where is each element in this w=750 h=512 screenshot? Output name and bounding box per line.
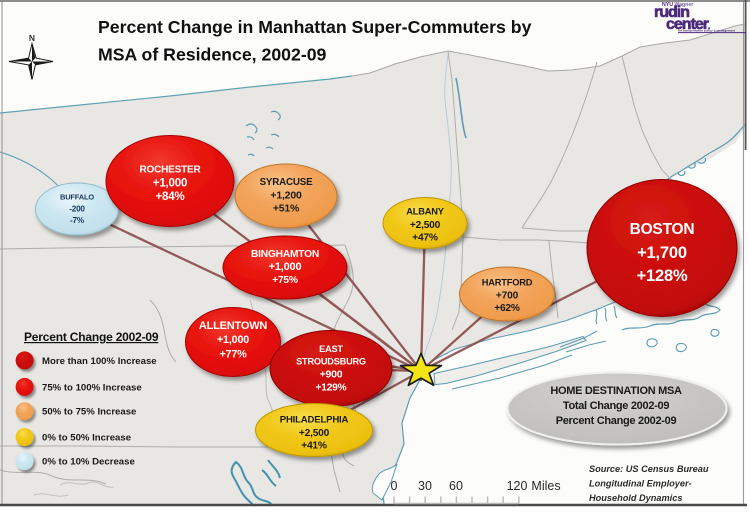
svg-text:ALLENTOWN: ALLENTOWN: [199, 320, 268, 332]
svg-text:50% to 75% Increase: 50% to 75% Increase: [42, 407, 136, 418]
svg-text:+77%: +77%: [219, 349, 247, 361]
svg-text:STROUDSBURG: STROUDSBURG: [296, 357, 366, 367]
svg-text:Percent Change in Manhattan Su: Percent Change in Manhattan Super-Commut…: [98, 17, 532, 37]
svg-text:+1,700: +1,700: [637, 244, 687, 262]
svg-text:0% to 10% Decrease: 0% to 10% Decrease: [42, 457, 135, 468]
svg-text:More than 100% Increase: More than 100% Increase: [42, 356, 157, 367]
svg-text:+62%: +62%: [494, 303, 520, 314]
svg-text:30: 30: [418, 479, 432, 493]
svg-text:N: N: [29, 33, 35, 43]
svg-text:+1,000: +1,000: [217, 334, 249, 346]
svg-text:PHILADELPHIA: PHILADELPHIA: [280, 415, 349, 426]
svg-text:120: 120: [507, 479, 528, 493]
svg-text:+51%: +51%: [273, 203, 300, 215]
svg-text:+1,000: +1,000: [153, 178, 187, 190]
svg-text:HARTFORD: HARTFORD: [482, 278, 533, 288]
svg-text:+2,500: +2,500: [299, 428, 330, 439]
svg-text:HOME DESTINATION MSA: HOME DESTINATION MSA: [550, 385, 682, 397]
svg-text:+900: +900: [320, 369, 343, 381]
svg-text:Source: US Census Bureau: Source: US Census Bureau: [589, 464, 709, 474]
svg-text:MSA of Residence, 2002-09: MSA of Residence, 2002-09: [98, 45, 327, 65]
svg-text:Longitudinal Employer-: Longitudinal Employer-: [589, 479, 692, 489]
svg-text:60: 60: [449, 479, 463, 493]
svg-text:-7%: -7%: [70, 216, 85, 225]
svg-text:for transportation policy & ma: for transportation policy & management: [678, 29, 735, 33]
svg-text:+128%: +128%: [637, 267, 688, 285]
svg-text:+129%: +129%: [315, 383, 346, 394]
svg-text:BINGHAMTON: BINGHAMTON: [251, 249, 319, 260]
svg-text:Percent Change 2002-09: Percent Change 2002-09: [556, 415, 677, 427]
svg-text:0: 0: [391, 479, 398, 493]
svg-text:rudin: rudin: [654, 4, 689, 21]
svg-text:+1,200: +1,200: [270, 190, 302, 202]
svg-text:75% to 100% Increase: 75% to 100% Increase: [42, 382, 142, 393]
svg-text:+700: +700: [496, 291, 519, 302]
svg-text:Household Dynamics: Household Dynamics: [589, 493, 682, 503]
svg-text:0% to 50% Increase: 0% to 50% Increase: [42, 433, 131, 444]
svg-text:BUFFALO: BUFFALO: [60, 193, 94, 202]
svg-text:Miles: Miles: [531, 479, 560, 493]
svg-text:EAST: EAST: [319, 344, 343, 354]
svg-text:+47%: +47%: [412, 233, 438, 244]
svg-text:+75%: +75%: [272, 275, 298, 286]
svg-text:SYRACUSE: SYRACUSE: [260, 177, 314, 188]
svg-text:Percent Change 2002-09: Percent Change 2002-09: [24, 330, 159, 344]
svg-text:ROCHESTER: ROCHESTER: [140, 165, 202, 176]
svg-text:+84%: +84%: [156, 191, 185, 203]
svg-text:BOSTON: BOSTON: [630, 221, 695, 238]
svg-text:-200: -200: [69, 205, 85, 214]
svg-text:+1,000: +1,000: [269, 261, 302, 273]
svg-text:+41%: +41%: [301, 441, 327, 452]
svg-text:NYU Wagner: NYU Wagner: [662, 2, 693, 8]
svg-text:ALBANY: ALBANY: [406, 207, 445, 217]
svg-text:+2,500: +2,500: [410, 220, 441, 231]
svg-text:Total Change 2002-09: Total Change 2002-09: [563, 400, 669, 412]
